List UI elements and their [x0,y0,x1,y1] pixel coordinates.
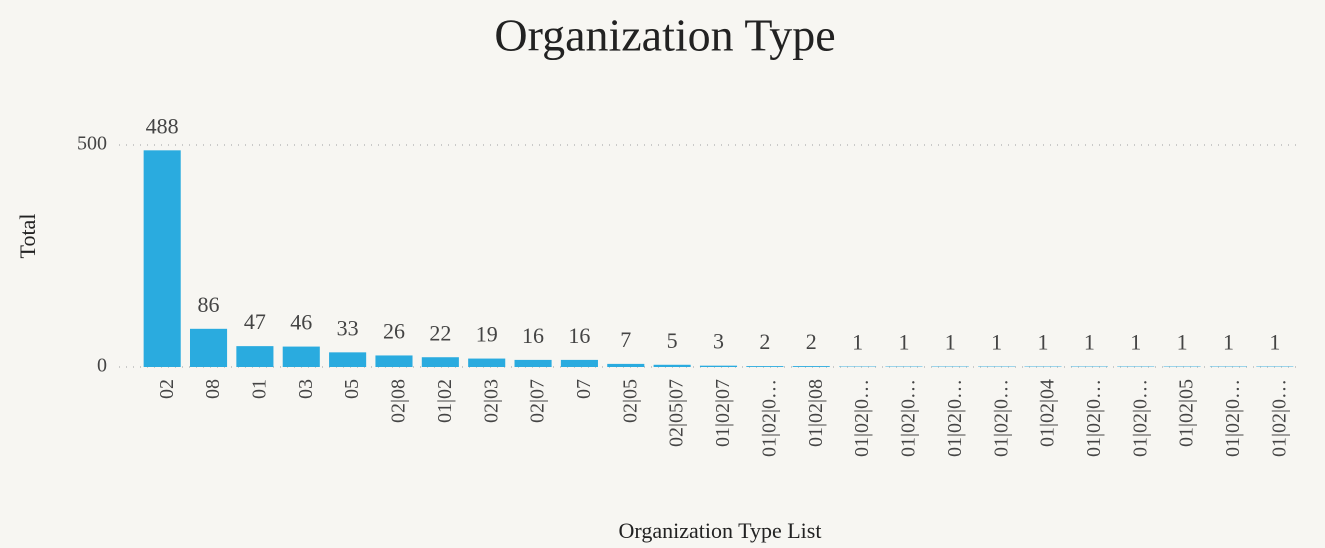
value-label: 2 [806,329,817,354]
value-label: 1 [898,330,909,355]
x-tick-label: 01|02 [434,379,456,423]
x-tick-label: 03 [295,379,317,399]
x-tick-label: 01|02|0… [990,379,1012,457]
x-tick-label: 01|02|0… [944,379,966,457]
x-tick-label: 01|02|07 [712,379,734,447]
value-label: 1 [1084,330,1095,355]
y-axis-label: Total [15,214,40,259]
bar [468,358,506,367]
value-label: 16 [568,323,590,348]
bar [560,359,598,367]
x-tick-label: 08 [202,379,224,399]
x-tick-label: 02 [156,379,178,399]
bar [653,364,691,367]
value-label: 1 [1038,330,1049,355]
value-label: 19 [476,322,498,347]
bar [329,352,367,367]
x-tick-label: 01|02|0… [1129,379,1151,457]
y-tick-label: 500 [77,133,107,155]
value-label: 33 [337,315,359,340]
x-tick-label: 02|03 [480,379,502,423]
value-label: 16 [522,323,544,348]
value-label: 1 [1130,330,1141,355]
value-label: 47 [244,309,266,334]
value-label: 488 [146,113,179,138]
bar [375,355,413,367]
x-tick-label: 02|05|07 [666,379,688,447]
x-axis-label: Organization Type List [619,518,822,543]
value-label: 3 [713,329,724,354]
value-label: 1 [1269,330,1280,355]
x-tick-label: 05 [341,379,363,399]
x-tick-label: 02|08 [388,379,410,423]
x-tick-label: 01|02|0… [1222,379,1244,457]
value-label: 26 [383,319,405,344]
value-label: 46 [290,310,312,335]
x-tick-label: 01|02|0… [1083,379,1105,457]
x-tick-label: 02|05 [619,379,641,423]
value-label: 1 [1223,330,1234,355]
x-tick-label: 01|02|0… [1268,379,1290,457]
value-label: 1 [991,330,1002,355]
x-tick-label: 01|02|05 [1176,379,1198,447]
bar [282,346,320,367]
bar [189,328,228,367]
x-tick-label: 01|02|0… [851,379,873,457]
bar [236,346,274,367]
bar [421,357,459,367]
bar [792,366,830,367]
x-tick-label: 01|02|0… [758,379,780,457]
x-tick-label: 01 [248,379,270,399]
value-label: 1 [945,330,956,355]
value-label: 22 [429,320,451,345]
x-tick-label: 01|02|0… [898,379,920,457]
y-tick-label: 0 [97,355,107,377]
value-label: 5 [667,328,678,353]
x-tick-label: 01|02|04 [1037,379,1059,447]
bar [514,359,552,367]
chart-title: Organization Type [494,10,835,61]
x-tick-label: 02|07 [527,379,549,423]
x-tick-label: 01|02|08 [805,379,827,447]
bar [143,150,181,367]
value-label: 1 [1177,330,1188,355]
bar [746,366,784,367]
bar [607,363,645,367]
value-label: 7 [620,327,631,352]
bar [699,365,738,367]
value-label: 2 [759,329,770,354]
x-tick-label: 07 [573,379,595,399]
value-label: 86 [198,292,220,317]
value-label: 1 [852,330,863,355]
